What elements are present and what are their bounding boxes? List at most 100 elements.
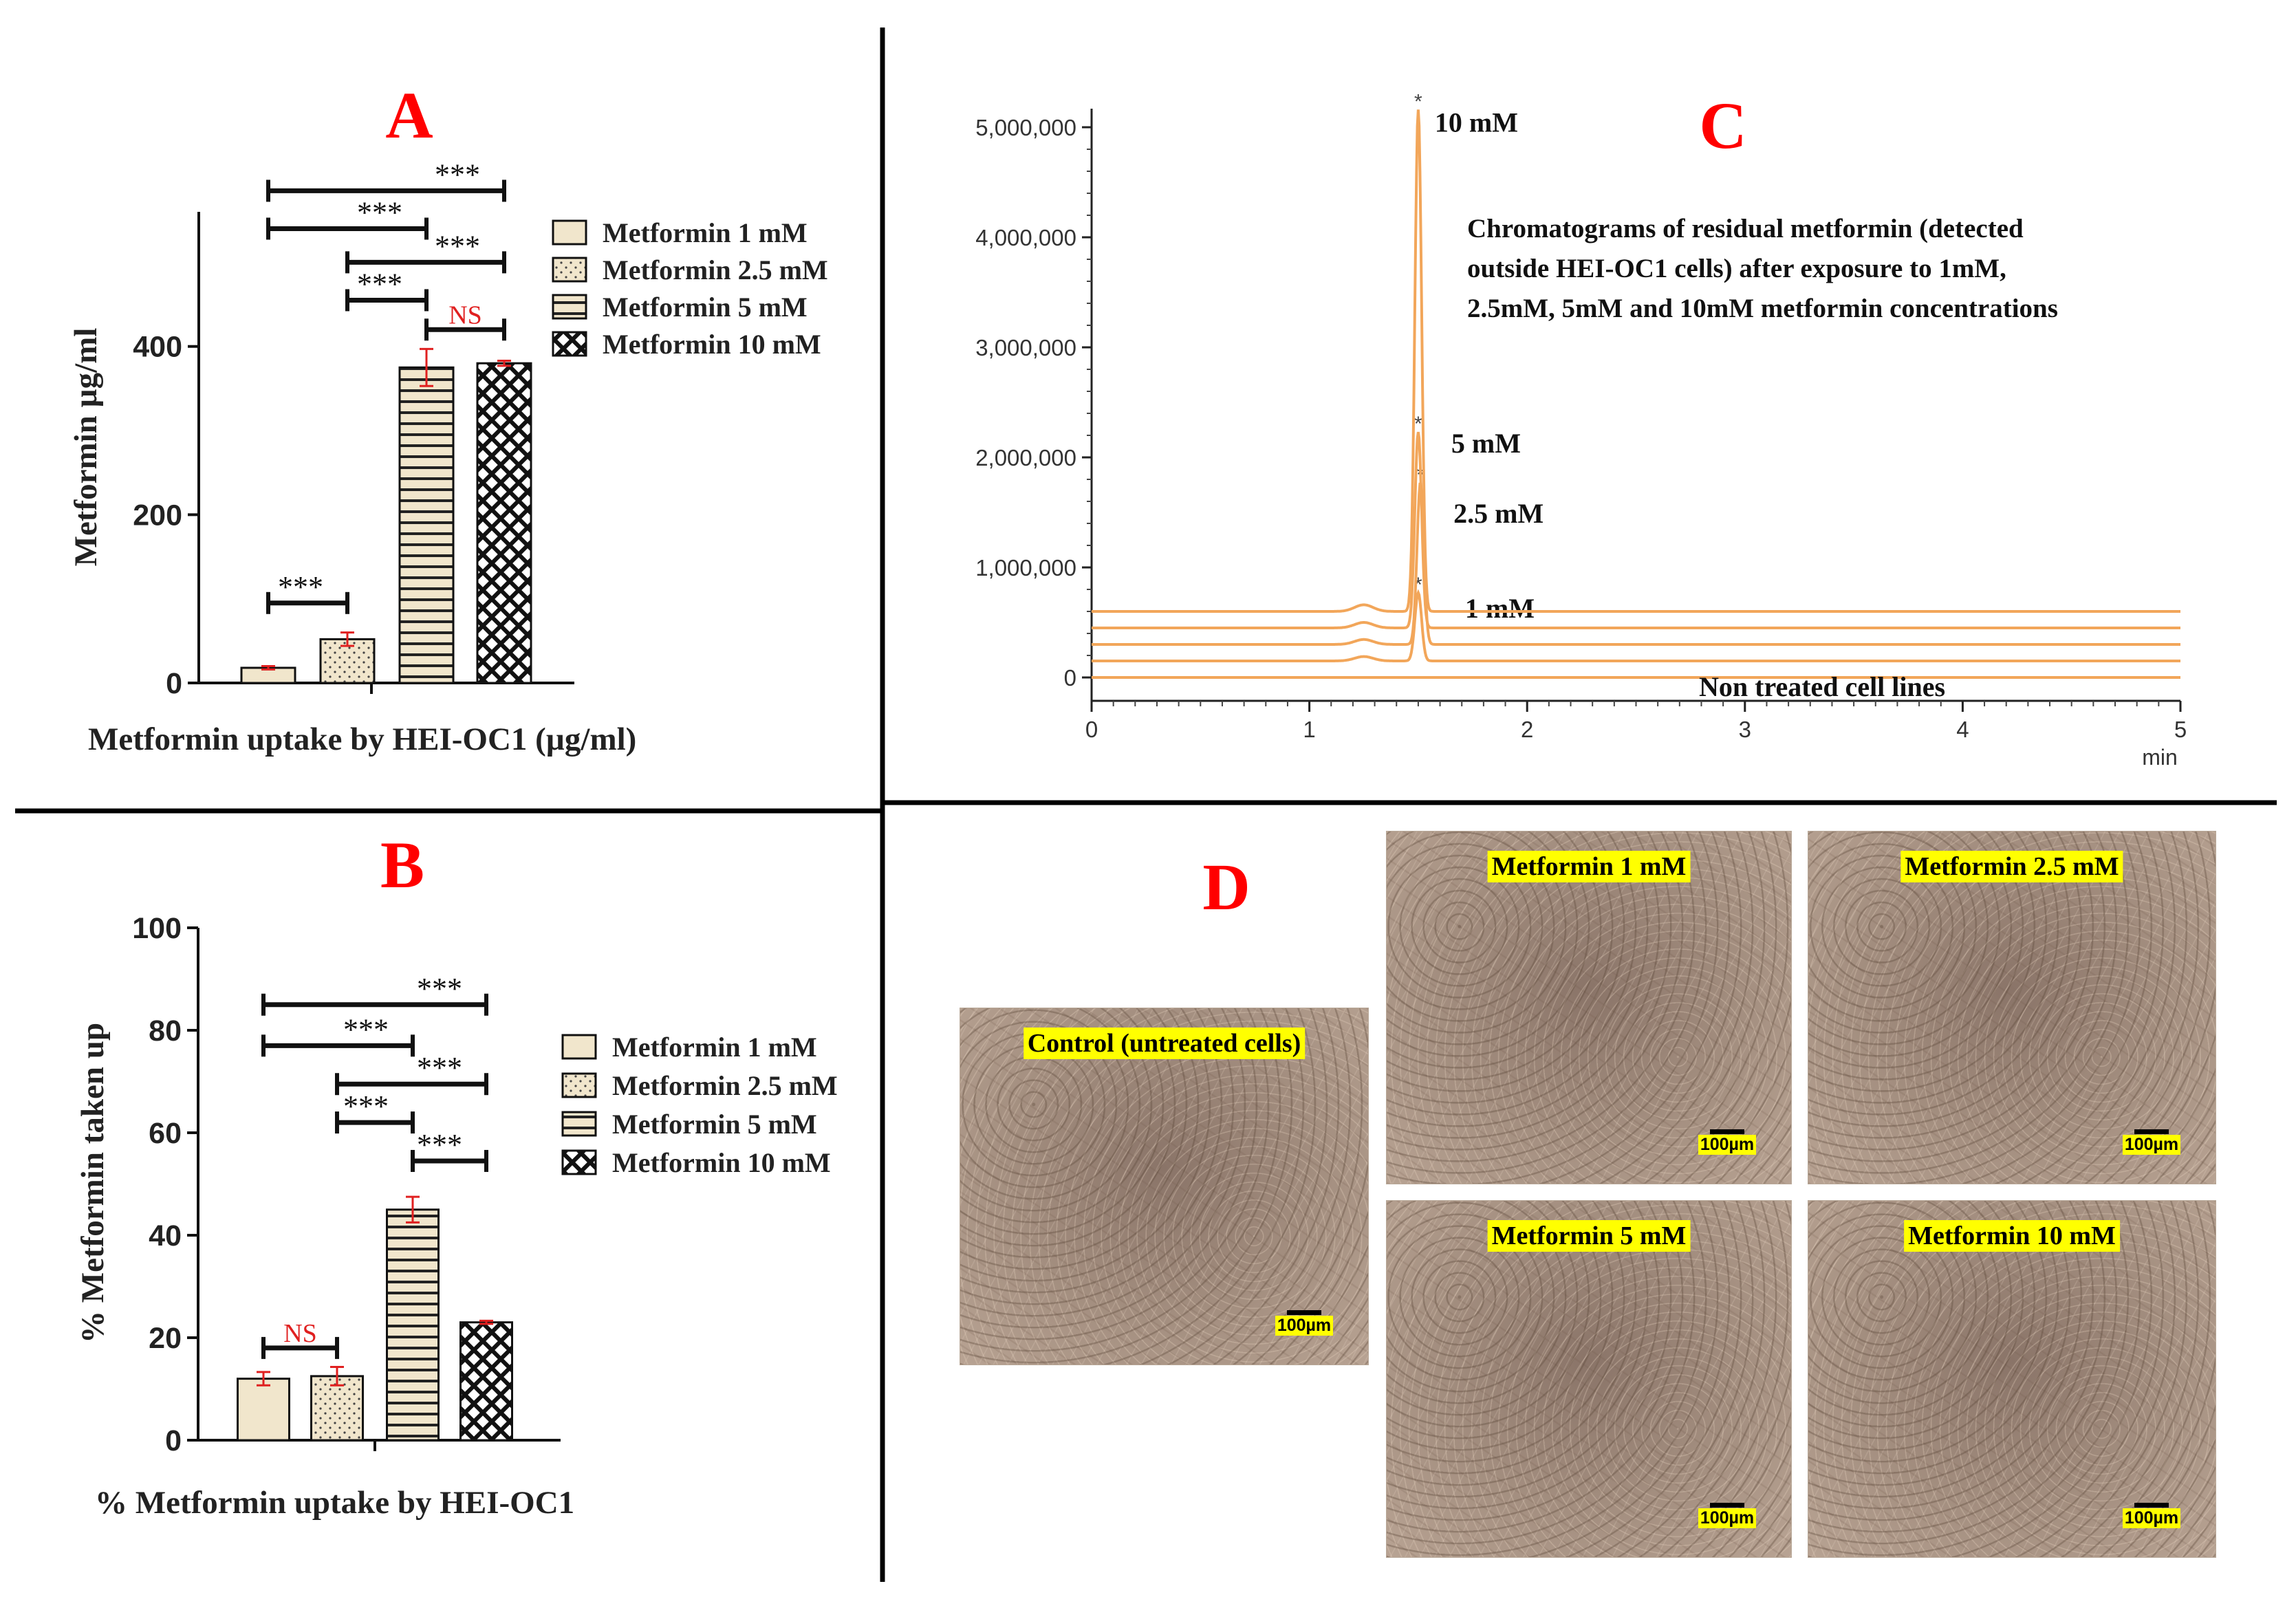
legend-swatch-3: [552, 294, 587, 320]
x-tick-label: 4: [1956, 717, 1969, 742]
micrograph-label: Control (untreated cells): [1023, 1028, 1306, 1059]
significance-bracket-5: ***: [261, 1012, 415, 1057]
legend-label-1: Metformin 1 mM: [603, 217, 808, 248]
x-tick-label: 2: [1521, 717, 1533, 742]
error-bar-2: [330, 1365, 344, 1387]
peak-marker: *: [1414, 90, 1422, 113]
significance-bracket-2: NS: [424, 301, 506, 341]
y-tick-label: 3,000,000: [975, 335, 1076, 360]
trace-label: 2.5 mM: [1453, 498, 1544, 529]
trace-label: 10 mM: [1435, 107, 1518, 138]
significance-label: ***: [278, 570, 323, 604]
legend-swatch-1: [561, 1034, 597, 1060]
significance-label: ***: [357, 195, 402, 229]
legend-swatch-3: [561, 1111, 597, 1137]
scale-bar: 100µm: [1687, 1129, 1768, 1155]
micrograph-metformin-10mm: Metformin 10 mM 100µm: [1808, 1200, 2216, 1558]
y-tick-label: 0: [165, 1424, 182, 1457]
y-tick-label: 2,000,000: [975, 445, 1076, 470]
peak-marker: *: [1414, 413, 1422, 435]
legend-label-4: Metformin 10 mM: [612, 1147, 831, 1178]
x-tick-label: 3: [1739, 717, 1751, 742]
micrograph-metformin-5mm: Metformin 5 mM 100µm: [1386, 1200, 1792, 1558]
y-axis-label-a: Metformin µg/ml: [68, 328, 104, 567]
significance-label: ***: [357, 267, 402, 301]
y-tick-label: 4,000,000: [975, 225, 1076, 250]
panel-a: A 0 200 400 Metformin µg/ml *** NS *** *** ***…: [68, 78, 828, 757]
trace-1-mm: [1092, 589, 2180, 662]
significance-label: NS: [283, 1319, 317, 1348]
scale-bar: 100µm: [2111, 1129, 2192, 1155]
panel-letter-a: A: [385, 78, 433, 152]
significance-label: ***: [417, 1128, 462, 1162]
legend-swatch-4: [552, 331, 587, 357]
y-tick-label: 0: [1064, 665, 1076, 691]
significance-bracket-3: ***: [335, 1089, 415, 1134]
significance-bracket-3: ***: [345, 267, 429, 312]
error-bar-3: [406, 1195, 420, 1224]
description-line-3: 2.5mM, 5mM and 10mM metformin concentrat…: [1467, 294, 2058, 323]
y-tick-label: 200: [133, 499, 182, 532]
error-bar-4: [497, 360, 511, 367]
panel-c: C 0 1,000,000 2,000,000 3,000,000 4,000,000 5…: [975, 89, 2187, 770]
y-tick-label: 60: [149, 1117, 182, 1150]
scale-bar: 100µm: [1687, 1503, 1768, 1528]
trace-10-mm: [1092, 109, 2180, 613]
panel-letter-b: B: [380, 828, 424, 902]
y-tick-label: 1,000,000: [975, 555, 1076, 580]
chromatogram-description: Chromatograms of residual metformin (det…: [1467, 214, 2058, 323]
micrograph-metformin-1mm: Metformin 1 mM 100µm: [1386, 831, 1792, 1184]
scale-bar: 100µm: [2111, 1503, 2192, 1528]
micrograph-label: Metformin 2.5 mM: [1900, 851, 2123, 882]
trace-label: 5 mM: [1451, 428, 1521, 459]
significance-bracket-5: ***: [266, 195, 429, 240]
trace-label: 1 mM: [1465, 593, 1535, 624]
trace-label: Non treated cell lines: [1699, 671, 1945, 702]
legend-label-1: Metformin 1 mM: [612, 1032, 817, 1063]
legend-swatch-2: [552, 257, 587, 283]
significance-bracket-1: NS: [261, 1319, 339, 1359]
scale-bar: 100µm: [1264, 1310, 1345, 1336]
bar-1: [237, 1378, 290, 1442]
micrograph-label: Metformin 1 mM: [1487, 851, 1691, 882]
x-axis-label-a: Metformin uptake by HEI-OC1 (µg/ml): [88, 721, 636, 757]
legend-swatch-4: [561, 1149, 597, 1175]
micrograph-metformin-2-5mm: Metformin 2.5 mM 100µm: [1808, 831, 2216, 1184]
legend-swatch-2: [561, 1072, 597, 1098]
scale-bar-label: 100µm: [2122, 1508, 2181, 1528]
scale-bar-label: 100µm: [1275, 1316, 1334, 1336]
significance-label: ***: [417, 1051, 462, 1085]
bar-3: [386, 1208, 440, 1442]
panel-b: B 0 20 40 60 80 100 % Metformin taken up NS **…: [75, 828, 838, 1521]
significance-bracket-4: ***: [345, 229, 506, 274]
significance-label: ***: [343, 1089, 389, 1123]
significance-bracket-1: ***: [266, 570, 349, 614]
bar-3: [398, 366, 455, 684]
legend-a: Metformin 1 mM Metformin 2.5 mM Metformin …: [552, 217, 828, 360]
scale-bar-label: 100µm: [2122, 1135, 2181, 1155]
legend-swatch-1: [552, 219, 587, 246]
error-bar-3: [420, 347, 433, 387]
description-line-1: Chromatograms of residual metformin (det…: [1467, 214, 2024, 243]
y-tick-label: 5,000,000: [975, 115, 1076, 140]
error-bar-2: [340, 631, 354, 647]
y-tick-label: 80: [149, 1014, 182, 1047]
panel-letter-c: C: [1699, 89, 1746, 162]
error-bar-1: [261, 665, 275, 671]
y-tick-label: 0: [166, 667, 182, 700]
bar-2: [310, 1375, 364, 1442]
significance-bracket-6: ***: [261, 972, 488, 1016]
legend-label-3: Metformin 5 mM: [612, 1109, 817, 1140]
significance-bracket-6: ***: [266, 157, 506, 202]
y-tick-label: 400: [133, 331, 182, 364]
bar-4: [459, 1321, 513, 1442]
x-axis-unit-c: min: [2142, 745, 2178, 770]
legend-label-2: Metformin 2.5 mM: [603, 254, 828, 285]
y-tick-label: 40: [149, 1219, 182, 1252]
significance-label: NS: [448, 301, 482, 329]
x-tick-label: 0: [1085, 717, 1098, 742]
significance-bracket-4: ***: [335, 1051, 488, 1096]
panel-letter-d: D: [1202, 850, 1250, 924]
significance-bracket-2: ***: [411, 1128, 488, 1172]
